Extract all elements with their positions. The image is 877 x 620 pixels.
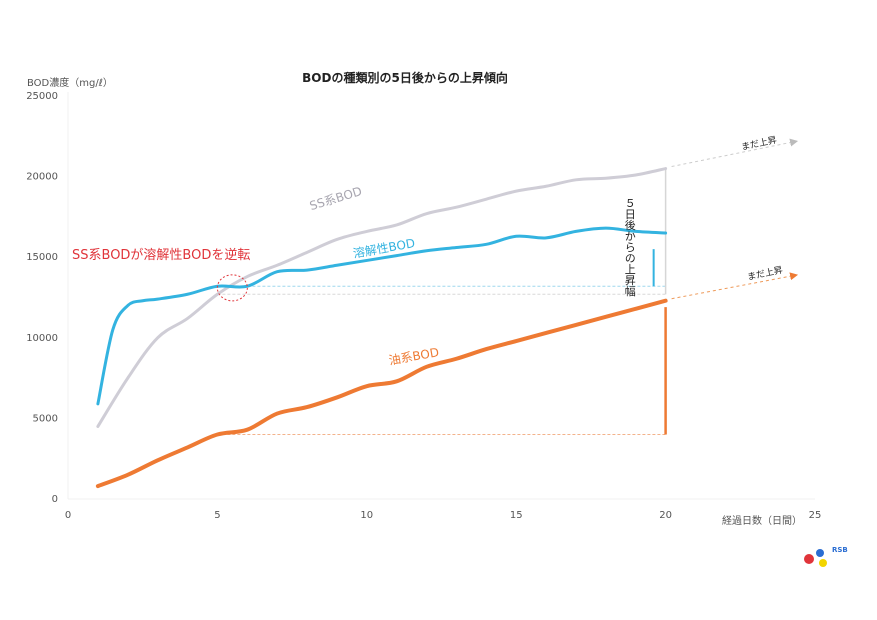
x-tick-labels: 0 5 10 15 20 25 [65, 510, 822, 521]
y-tick-label: 0 [52, 494, 58, 505]
series-lines [95, 167, 668, 489]
chart-title: BODの種類別の5日後からの上昇傾向 [302, 70, 508, 85]
x-tick-label: 20 [659, 510, 672, 521]
rsb-logo: RSB [804, 546, 848, 567]
y-tick-labels: 0 5000 10000 15000 20000 25000 [26, 91, 58, 505]
ss-bod-label: SS系BOD [308, 184, 364, 213]
y-axis-label: BOD濃度（mg/ℓ） [27, 76, 113, 89]
x-tick-label: 0 [65, 510, 71, 521]
x-tick-label: 5 [214, 510, 220, 521]
crossover-circle [216, 274, 248, 302]
crossover-label: SS系BODが溶解性BODを逆転 [72, 247, 250, 263]
still-rising-arrow-bottom [671, 272, 799, 300]
still-rising-arrow-top [671, 138, 799, 168]
y-tick-label: 25000 [26, 91, 58, 102]
svg-text:RSB: RSB [832, 546, 848, 554]
x-tick-label: 10 [360, 510, 373, 521]
x-tick-label: 25 [809, 510, 822, 521]
still-rising-label-bottom: まだ上昇 [746, 265, 784, 283]
still-rising-label-top: まだ上昇 [740, 135, 778, 153]
y-tick-label: 20000 [26, 172, 58, 183]
ss-bod-line [96, 167, 668, 428]
x-tick-label: 15 [510, 510, 523, 521]
y-tick-label: 15000 [26, 252, 58, 263]
y-tick-label: 5000 [33, 413, 58, 424]
guide-lines [217, 168, 667, 436]
rise-note-label: ５日後からの上昇幅 [623, 198, 636, 298]
soluble-bod-line [96, 226, 668, 406]
oil-bod-line [95, 298, 668, 489]
y-tick-label: 10000 [26, 333, 58, 344]
x-axis-label: 経過日数（日間） [722, 514, 802, 527]
